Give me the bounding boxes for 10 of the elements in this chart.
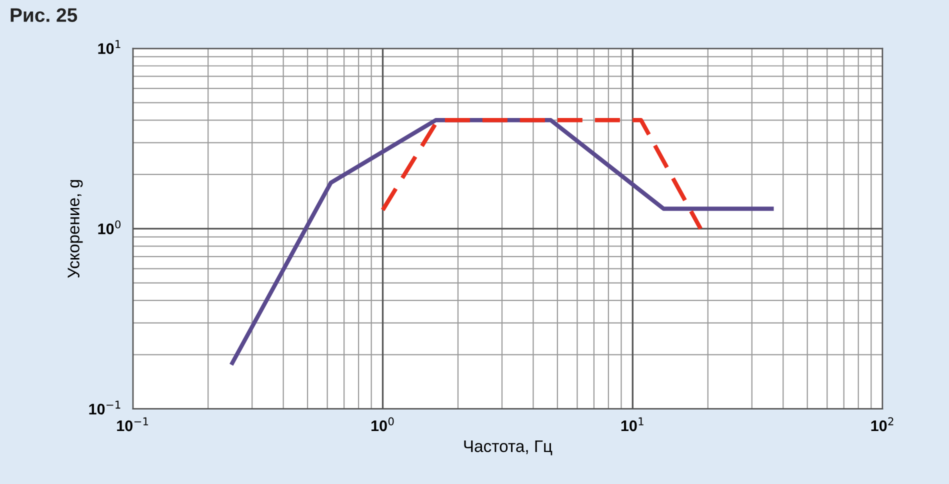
chart-title: Рис. 25 [10, 8, 78, 22]
y-tick-label: 10$^{1}$ [98, 40, 120, 54]
x-axis-title: Частота, Гц [464, 440, 552, 456]
y-axis-title: Ускорение, g [68, 180, 83, 278]
x-tick-label: 10$^{2}$ [871, 417, 894, 432]
y-tick-label: 10$^{−1}$ [89, 400, 120, 415]
x-tick-label: 10$^{−1}$ [117, 417, 148, 432]
x-tick-label: 10$^{1}$ [621, 417, 644, 432]
y-tick-label: 10$^{0}$ [98, 220, 121, 234]
x-tick-label: 10$^{0}$ [372, 417, 394, 432]
